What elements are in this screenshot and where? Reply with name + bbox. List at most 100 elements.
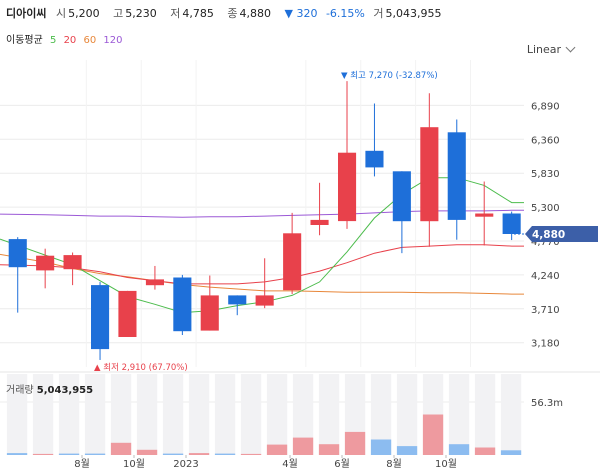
volume-slot	[188, 374, 210, 455]
volume-slot	[162, 374, 184, 455]
low-annotation: ▲ 최저 2,910 (67.70%)	[94, 362, 188, 373]
volume-bar	[474, 447, 496, 455]
volume-value: 5,043,955	[385, 7, 442, 20]
current-price-badge	[525, 225, 598, 242]
volume-bar	[396, 446, 418, 455]
x-axis-label: 6월	[334, 458, 350, 470]
high-label: 고	[113, 7, 124, 20]
volume-bar	[110, 442, 132, 455]
price-tick-label: 3,180	[531, 339, 560, 350]
price-tick-label: 4,770	[531, 237, 560, 248]
candle-body	[365, 150, 384, 168]
volume-bar	[318, 444, 340, 455]
volume-slot	[474, 374, 496, 455]
price-tick-label: 6,360	[531, 135, 560, 146]
ma60-line	[0, 253, 524, 295]
volume-slot	[32, 374, 54, 455]
volume-slot	[266, 374, 288, 455]
ma-legend-label: 이동평균	[6, 35, 43, 46]
volume-slot	[6, 374, 28, 455]
candle-body	[255, 295, 274, 306]
close-value: 4,880	[239, 7, 271, 20]
volume-slot	[370, 374, 392, 455]
volume-slot	[500, 374, 522, 455]
volume-title-value: 5,043,955	[36, 385, 94, 396]
volume-bar	[58, 453, 80, 455]
candle-body	[145, 279, 164, 286]
x-axis-label: 4월	[282, 458, 298, 470]
volume-bar	[84, 453, 106, 455]
x-axis-label: 8월	[386, 458, 402, 470]
volume-label: 거	[373, 7, 384, 20]
volume-slot	[110, 374, 132, 455]
volume-bar	[162, 453, 184, 455]
x-axis-label: 10월	[123, 458, 145, 470]
volume-bar	[188, 453, 210, 455]
volume-slot	[292, 374, 314, 455]
volume-slot	[318, 374, 340, 455]
price-tick-label: 3,710	[531, 305, 560, 316]
volume-slot	[58, 374, 80, 455]
close-label: 종	[227, 7, 238, 20]
volume-slot	[84, 374, 106, 455]
volume-bar	[32, 453, 54, 455]
volume-bar	[266, 444, 288, 455]
low-value: 4,785	[182, 7, 214, 20]
volume-bar	[240, 453, 262, 455]
volume-title-label: 거래량	[6, 385, 34, 396]
candle-body	[173, 277, 192, 332]
candle-body	[475, 213, 494, 217]
volume-axis-label: 56.3m	[531, 398, 563, 409]
x-axis-label: 10월	[435, 458, 457, 470]
volume-slot	[396, 374, 418, 455]
volume-slot	[136, 374, 158, 455]
volume-bar	[136, 449, 158, 455]
scale-toggle[interactable]: Linear	[526, 42, 576, 56]
candle-body	[200, 295, 219, 331]
volume-bar	[344, 431, 366, 455]
ma-legend: 이동평균 5 20 60 120	[6, 31, 127, 46]
volume-bar	[448, 444, 470, 455]
volume-bar	[214, 453, 236, 455]
volume-bar	[500, 450, 522, 455]
candle-body	[283, 233, 302, 291]
open-label: 시	[55, 7, 67, 20]
ma5-legend-item[interactable]: 5	[50, 35, 57, 46]
open-value: 5,200	[68, 7, 100, 20]
x-axis-label: 8월	[74, 458, 90, 470]
volume-slot	[214, 374, 236, 455]
volume-title: 거래량 5,043,955	[6, 381, 93, 396]
stock-name: 디아이씨	[6, 7, 47, 20]
ma120-legend-item[interactable]: 120	[103, 35, 123, 46]
high-annotation: ▼ 최고 7,270 (-32.87%)	[341, 70, 438, 81]
price-header: 디아이씨 시 5,200 고 5,230 저 4,785 종 4,880 ▼ 320 -…	[6, 5, 451, 21]
price-tick-label: 6,890	[531, 101, 560, 112]
volume-slot	[240, 374, 262, 455]
volume-bar	[6, 453, 28, 455]
current-price-label: 4,880	[532, 229, 565, 241]
candle-body	[36, 255, 55, 271]
ma120-line	[0, 209, 524, 218]
volume-bar	[292, 437, 314, 455]
ma20-legend-item[interactable]: 20	[63, 35, 77, 46]
low-label: 저	[170, 7, 181, 20]
candle-body	[338, 152, 357, 222]
candle-body	[447, 132, 466, 220]
change-value: ▼ 320	[284, 7, 318, 20]
ma20-line	[0, 244, 524, 285]
candle-body	[502, 213, 521, 234]
candle-body	[8, 239, 27, 268]
volume-bar	[422, 414, 444, 455]
candle-body	[91, 285, 110, 350]
candle-body	[118, 290, 137, 337]
candle-body	[310, 219, 329, 225]
candle-body	[228, 295, 247, 305]
volume-slot	[448, 374, 470, 455]
ma60-legend-item[interactable]: 60	[83, 35, 97, 46]
candle-body	[63, 255, 82, 270]
change-percent: -6.15%	[325, 7, 365, 20]
scale-toggle-label: Linear	[526, 43, 561, 56]
volume-bar	[370, 439, 392, 455]
high-value: 5,230	[125, 7, 157, 20]
